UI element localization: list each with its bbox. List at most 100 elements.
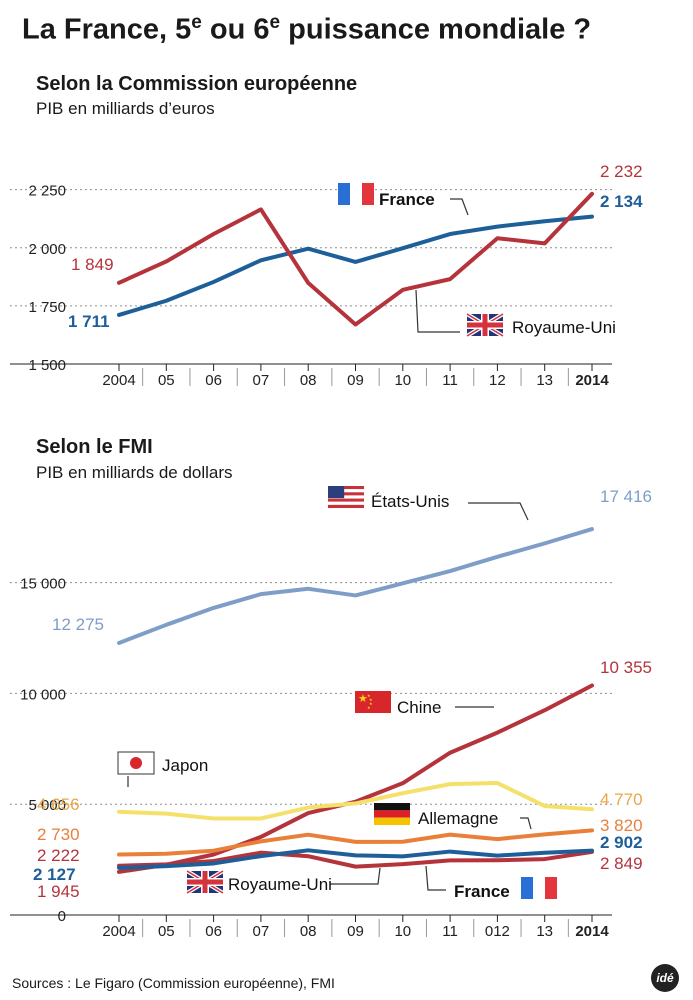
x-tick-label: 012 xyxy=(485,923,510,940)
leader-line xyxy=(468,502,529,521)
flag-stripe xyxy=(350,183,362,205)
ide-logo: idé xyxy=(651,964,679,992)
chart-fmi: 0 5 000 10 000 15 000 2004 05 06 07 08 09 10 11 012 1… xyxy=(10,486,652,940)
flag-stripe xyxy=(362,183,374,205)
series-line-france xyxy=(117,214,594,317)
flag-stripe xyxy=(328,486,364,490)
flag-cross xyxy=(467,322,503,328)
data-label: 4 770 xyxy=(600,790,643,809)
data-label: 1 945 xyxy=(37,882,80,901)
x-tick-label: 2014 xyxy=(575,372,609,389)
flag-star: ★ xyxy=(358,693,368,705)
y-tick-label: 2 250 xyxy=(28,183,66,200)
flag-stripe xyxy=(328,495,364,499)
leader-line xyxy=(330,867,381,885)
x-tick-label: 11 xyxy=(442,923,458,940)
flag-stripe xyxy=(374,810,410,818)
flag-stripe xyxy=(374,817,410,825)
flag-stripe xyxy=(374,803,410,811)
flag-field xyxy=(355,691,391,713)
x-tick-label: 11 xyxy=(442,372,458,389)
flag-star: ★ xyxy=(369,697,373,702)
x-tick-label: 13 xyxy=(536,923,553,940)
x-tick-label: 07 xyxy=(253,372,270,389)
data-label: 17 416 xyxy=(600,487,652,506)
x-tick-label: 2004 xyxy=(102,372,135,389)
x-tick-label: 06 xyxy=(205,923,222,940)
data-label: 1 849 xyxy=(71,255,114,274)
legend-chine: ★ ★★★★ Chine xyxy=(355,691,494,717)
y-tick-label: 1 750 xyxy=(28,299,66,316)
legend-label: Royaume-Uni xyxy=(228,875,332,894)
series-line-allemagne xyxy=(117,828,594,857)
x-tick-label: 08 xyxy=(300,923,317,940)
x-tick-label: 05 xyxy=(158,372,175,389)
x-tick-label: 13 xyxy=(536,372,553,389)
y-tick-label: 15 000 xyxy=(20,576,66,593)
x-tick-label: 05 xyxy=(158,923,175,940)
data-label: 3 820 xyxy=(600,816,643,835)
y-tick-label: 2 000 xyxy=(28,241,66,258)
chart1-title: Selon la Commission européenne xyxy=(36,73,358,95)
x-tick-label: 12 xyxy=(489,372,506,389)
data-label: 12 275 xyxy=(52,615,104,634)
legend-label: États-Unis xyxy=(371,492,449,511)
series-line-japon xyxy=(117,781,594,821)
x-tick-label: 06 xyxy=(205,372,222,389)
series-line-royaume-uni xyxy=(117,191,594,327)
legend-label: Japon xyxy=(162,756,208,775)
data-label: 2 134 xyxy=(600,192,643,211)
flag-canton xyxy=(328,486,345,499)
leader-line xyxy=(520,817,532,830)
legend-états-unis: États-Unis xyxy=(328,486,529,521)
legend-france: France xyxy=(338,183,469,216)
data-label: 1 711 xyxy=(68,312,110,331)
data-label: 2 902 xyxy=(600,833,643,852)
y-tick-label: 10 000 xyxy=(20,686,66,703)
flag-stripe xyxy=(338,183,350,205)
flag-star: ★ xyxy=(367,693,371,698)
legend-royaume-uni: Royaume-Uni xyxy=(415,289,616,338)
series-line-france xyxy=(117,848,594,870)
y-tick-label: 1 500 xyxy=(28,357,66,374)
flag-star: ★ xyxy=(369,701,373,706)
leader-line xyxy=(425,865,446,891)
leader-line xyxy=(415,289,460,333)
y-tick-label: 0 xyxy=(58,908,66,925)
flag-disc xyxy=(130,757,142,769)
data-label: 2 849 xyxy=(600,854,643,873)
legend-label: Chine xyxy=(397,698,441,717)
data-label: 2 730 xyxy=(37,825,80,844)
flag-stripe xyxy=(328,489,364,493)
series-line-royaume-uni xyxy=(117,849,594,869)
y-tick-label: 5 000 xyxy=(28,797,66,814)
legend-japon: Japon xyxy=(117,751,208,787)
source-note: Sources : Le Figaro (Commission européen… xyxy=(12,975,335,991)
data-label: 2 232 xyxy=(600,162,643,181)
legend-label: France xyxy=(379,190,435,209)
chart2-title: Selon le FMI xyxy=(36,436,153,458)
x-tick-label: 07 xyxy=(253,923,270,940)
flag-stripe xyxy=(521,877,533,899)
flag-stripe xyxy=(328,504,364,508)
series-line-états-unis xyxy=(117,527,594,645)
data-label: 2 222 xyxy=(37,846,80,865)
flag-stripe xyxy=(533,877,545,899)
data-label: 4 656 xyxy=(37,795,80,814)
legend-label: France xyxy=(454,882,510,901)
legend-label: Royaume-Uni xyxy=(512,318,616,337)
x-tick-label: 10 xyxy=(394,372,411,389)
legend-royaume-uni: Royaume-Uni xyxy=(185,867,381,895)
chart2-subtitle: PIB en milliards de dollars xyxy=(36,463,233,482)
flag-stripe xyxy=(328,498,364,502)
flag-cross xyxy=(187,879,223,885)
x-tick-label: 08 xyxy=(300,372,317,389)
legend-label: Allemagne xyxy=(418,809,498,828)
chart-commission: 1 500 1 750 2 000 2 250 2004 05 06 07 08 09 10 11 12… xyxy=(10,162,643,389)
x-tick-label: 10 xyxy=(394,923,411,940)
leader-line xyxy=(450,198,469,216)
data-label: 10 355 xyxy=(600,658,652,677)
data-label: 2 127 xyxy=(33,865,76,884)
flag-stripe xyxy=(328,492,364,496)
legend-allemagne: Allemagne xyxy=(374,803,532,830)
